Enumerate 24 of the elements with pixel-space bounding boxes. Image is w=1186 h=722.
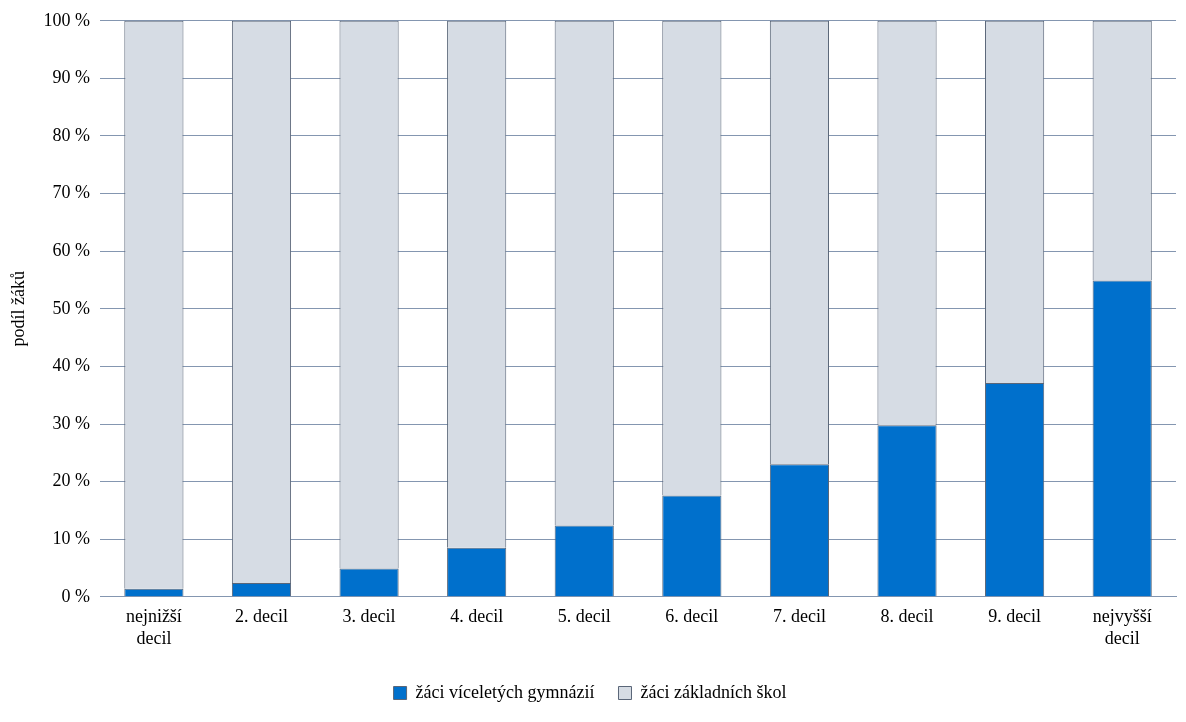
x-tick-label: 7. decil	[772, 606, 826, 627]
y-tick-label: 20 %	[52, 470, 91, 491]
x-tick-label: nejvyšší decil	[1092, 606, 1152, 648]
y-tick-label: 90 %	[52, 67, 91, 88]
legend-label: žáci víceletých gymnázií	[415, 681, 595, 702]
y-tick-label: 10 %	[52, 527, 91, 548]
x-tick-label: 5. decil	[557, 606, 611, 627]
legend-label: žáci základních škol	[640, 681, 787, 702]
x-tick-label: 9. decil	[988, 606, 1042, 627]
x-tick-label: 3. decil	[342, 606, 396, 627]
y-tick-label: 40 %	[52, 355, 91, 376]
x-tick-label: nejnižší decil	[125, 606, 182, 648]
x-tick-label: 4. decil	[450, 606, 504, 627]
x-tick-label: 8. decil	[880, 606, 934, 627]
y-tick-label: 50 %	[52, 297, 91, 318]
y-axis-title: podíl žáků	[7, 271, 28, 347]
y-tick-label: 100 %	[43, 9, 91, 30]
y-tick-label: 60 %	[52, 239, 91, 260]
y-tick-label: 80 %	[52, 124, 91, 145]
y-tick-label: 30 %	[52, 412, 91, 433]
y-tick-label: 70 %	[52, 182, 91, 203]
x-tick-label: 2. decil	[234, 606, 288, 627]
y-tick-label: 0 %	[61, 585, 91, 606]
x-tick-label: 6. decil	[665, 606, 719, 627]
